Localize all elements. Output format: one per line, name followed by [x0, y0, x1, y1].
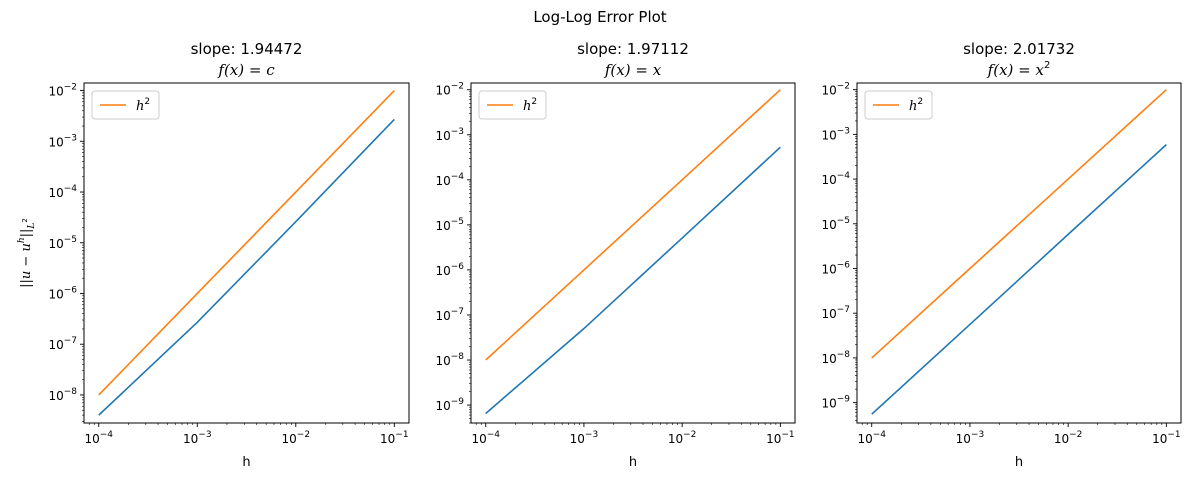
y-tick-label: 10−3: [821, 126, 850, 142]
y-tick-label: 10−4: [821, 171, 850, 187]
x-tick-label: 10−1: [380, 430, 409, 446]
y-tick-label: 10−4: [435, 172, 464, 188]
legend-label: h2: [909, 97, 923, 114]
y-tick-label: 10−9: [435, 397, 464, 413]
subplot-subtitle: f(x) = c: [217, 61, 275, 79]
y-tick-label: 10−8: [435, 352, 464, 368]
reference-h2-line: [485, 89, 781, 361]
y-tick-label: 10−6: [48, 285, 77, 301]
y-axis-label: ||u − uh||L2: [17, 218, 37, 288]
error-line: [98, 118, 395, 416]
y-tick-label: 10−4: [48, 184, 77, 200]
y-tick-label: 10−3: [435, 127, 464, 143]
x-tick-label: 10−1: [1152, 430, 1181, 446]
y-tick-label: 10−9: [821, 395, 850, 411]
y-tick-label: 10−2: [435, 82, 464, 98]
x-axis-label: h: [629, 455, 637, 470]
legend: h2: [91, 90, 160, 120]
x-tick-label: 10−3: [570, 430, 599, 446]
x-tick-label: 10−4: [857, 430, 886, 446]
x-tick-label: 10−1: [766, 430, 795, 446]
y-tick-label: 10−7: [435, 307, 464, 323]
x-tick-label: 10−4: [84, 430, 113, 446]
reference-h2-line: [871, 89, 1167, 359]
axes-frame: [83, 82, 410, 424]
legend: h2: [478, 90, 547, 120]
y-tick-label: 10−6: [821, 260, 850, 276]
axes-frame: [470, 82, 796, 424]
reference-h2-line: [98, 90, 395, 396]
subplot-1: slope: 1.94472 f(x) = c 10−4 10−3 10−2 10−1 10…: [17, 40, 410, 470]
y-tick-label: 10−5: [821, 216, 850, 232]
y-tick-label: 10−5: [48, 235, 77, 251]
subplot-subtitle: f(x) = x2: [987, 60, 1051, 79]
error-line: [485, 146, 781, 415]
y-tick-label: 10−8: [48, 387, 77, 403]
x-tick-label: 10−2: [668, 430, 697, 446]
error-line: [871, 144, 1167, 415]
subplot-2: slope: 1.97112 f(x) = x 10−4 10−3 10−2 10−1 10…: [435, 40, 796, 470]
subplot-title: slope: 1.97112: [577, 40, 689, 58]
subplot-title: slope: 1.94472: [191, 40, 303, 58]
x-tick-label: 10−2: [1054, 430, 1083, 446]
y-tick-label: 10−2: [48, 83, 77, 99]
legend: h2: [864, 90, 933, 120]
subplots-container: slope: 1.94472 f(x) = c 10−4 10−3 10−2 10−1 10…: [17, 40, 1182, 470]
x-tick-label: 10−4: [471, 430, 500, 446]
y-tick-label: 10−8: [821, 350, 850, 366]
y-tick-label: 10−2: [821, 82, 850, 98]
x-axis-label: h: [1015, 455, 1023, 470]
subplot-title: slope: 2.01732: [963, 40, 1075, 58]
subplot-3: slope: 2.01732 f(x) = x2 10−4 10−3 10−2 10−1 1…: [821, 40, 1182, 470]
y-tick-label: 10−3: [48, 133, 77, 149]
y-tick-label: 10−5: [435, 217, 464, 233]
x-tick-label: 10−3: [183, 430, 212, 446]
y-tick-label: 10−7: [48, 336, 77, 352]
x-tick-label: 10−2: [282, 430, 311, 446]
legend-label: h2: [523, 97, 537, 114]
subplot-subtitle: f(x) = x: [604, 61, 662, 79]
axes-frame: [856, 82, 1182, 424]
y-tick-label: 10−6: [435, 262, 464, 278]
y-tick-label: 10−7: [821, 305, 850, 321]
figure-title: Log-Log Error Plot: [533, 8, 666, 26]
legend-label: h2: [136, 97, 150, 114]
x-tick-label: 10−3: [956, 430, 985, 446]
x-axis-label: h: [242, 455, 250, 470]
